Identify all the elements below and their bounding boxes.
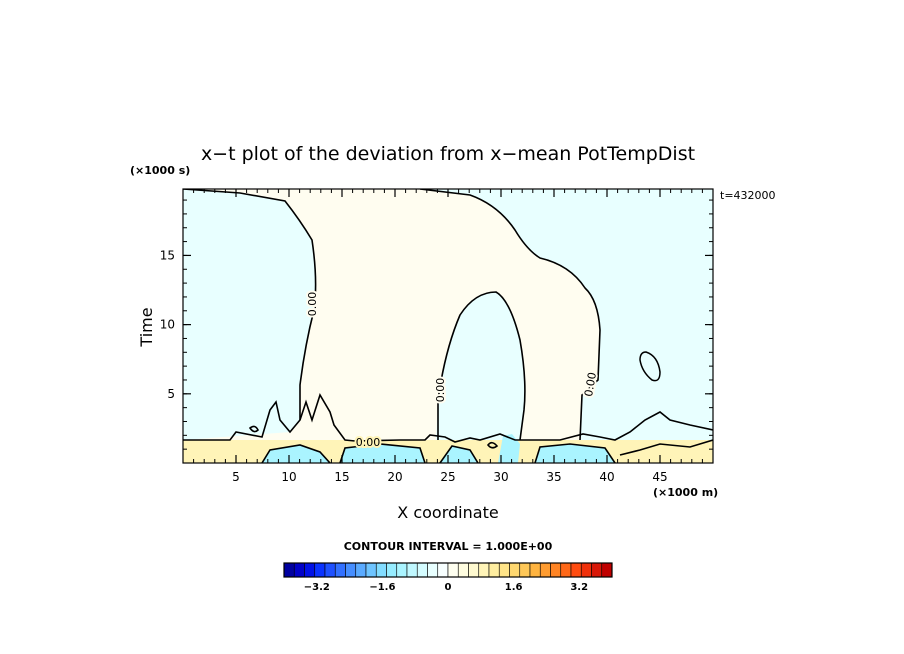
x-tick-label: 10: [281, 470, 296, 484]
chart-title: x−t plot of the deviation from x−mean Po…: [201, 143, 695, 165]
x-tick-label: 15: [334, 470, 349, 484]
colorbar-swatch: [498, 562, 510, 578]
colorbar-swatch: [591, 562, 603, 578]
y-unit-label: (×1000 s): [130, 164, 190, 177]
y-tick-label: 15: [160, 248, 175, 262]
band-negative-5: [498, 434, 520, 463]
colorbar-swatch: [447, 562, 459, 578]
colorbar-swatch: [437, 562, 449, 578]
band-negative-4: [535, 444, 615, 463]
colorbar-swatch: [560, 562, 572, 578]
colorbar-swatch: [519, 562, 531, 578]
colorbar-swatch: [293, 562, 305, 578]
colorbar-tick-label: 0: [445, 582, 452, 593]
colorbar-swatch: [539, 562, 551, 578]
x-tick-label: 30: [493, 470, 508, 484]
colorbar-swatch: [570, 562, 582, 578]
colorbar-frame: [283, 562, 613, 578]
x-tick-label: 25: [440, 470, 455, 484]
colorbar-swatch: [457, 562, 469, 578]
contour-interval-text: CONTOUR INTERVAL = 1.000E+00: [344, 540, 553, 553]
x-tick-label: 5: [232, 470, 240, 484]
colorbar-tick-label: −1.6: [369, 582, 395, 593]
y-tick-label: 5: [167, 387, 175, 401]
colorbar-tick-label: 3.2: [570, 582, 588, 593]
colorbar-swatch: [468, 562, 480, 578]
band-negative-2: [340, 444, 425, 463]
colorbar-tick-label: −3.2: [304, 582, 330, 593]
colorbar-swatch: [396, 562, 408, 578]
colorbar-swatch: [314, 562, 326, 578]
band-negative-1: [262, 445, 330, 463]
negative-region-left: [183, 189, 316, 440]
colorbar-swatch: [324, 562, 336, 578]
colorbar-swatch: [283, 562, 295, 578]
plot-area: [183, 189, 713, 463]
colorbar-swatch: [478, 562, 490, 578]
axes: 5 10 15 20 25 30 35 40 45 5 10 15: [160, 189, 713, 484]
colorbar-swatch: [365, 562, 377, 578]
time-stamp-label: t=432000: [720, 189, 776, 202]
colorbar-swatch: [509, 562, 521, 578]
negative-region-arch: [436, 292, 525, 440]
contour-label-bottom: 0.00: [356, 436, 381, 449]
colorbar: −3.2 −1.6 0 1.6 3.2: [283, 562, 613, 593]
y-tick-label: 10: [160, 318, 175, 332]
colorbar-swatch: [334, 562, 346, 578]
colorbar-swatch: [375, 562, 387, 578]
colorbar-swatch: [304, 562, 316, 578]
x-unit-label: (×1000 m): [653, 486, 718, 499]
colorbar-swatch: [488, 562, 500, 578]
colorbar-swatch: [601, 562, 613, 578]
x-tick-label: 20: [387, 470, 402, 484]
colorbar-swatch: [550, 562, 562, 578]
negative-blob: [639, 351, 661, 382]
x-tick-label: 45: [652, 470, 667, 484]
colorbar-swatch: [345, 562, 357, 578]
colorbar-swatch: [529, 562, 541, 578]
colorbar-swatch: [416, 562, 428, 578]
x-axis-label: X coordinate: [397, 503, 498, 522]
colorbar-tick-label: 1.6: [505, 582, 523, 593]
y-axis-label: Time: [137, 307, 156, 347]
colorbar-swatch: [580, 562, 592, 578]
x-tick-label: 40: [599, 470, 614, 484]
colorbar-swatch: [386, 562, 398, 578]
colorbar-swatch: [427, 562, 439, 578]
negative-region-right: [420, 189, 713, 440]
contour-label-arch: 0.00: [434, 378, 447, 403]
colorbar-swatch: [406, 562, 418, 578]
colorbar-swatch: [355, 562, 367, 578]
contour-label-left: 0.00: [306, 292, 319, 317]
zero-contours: [183, 189, 713, 463]
x-tick-label: 35: [546, 470, 561, 484]
